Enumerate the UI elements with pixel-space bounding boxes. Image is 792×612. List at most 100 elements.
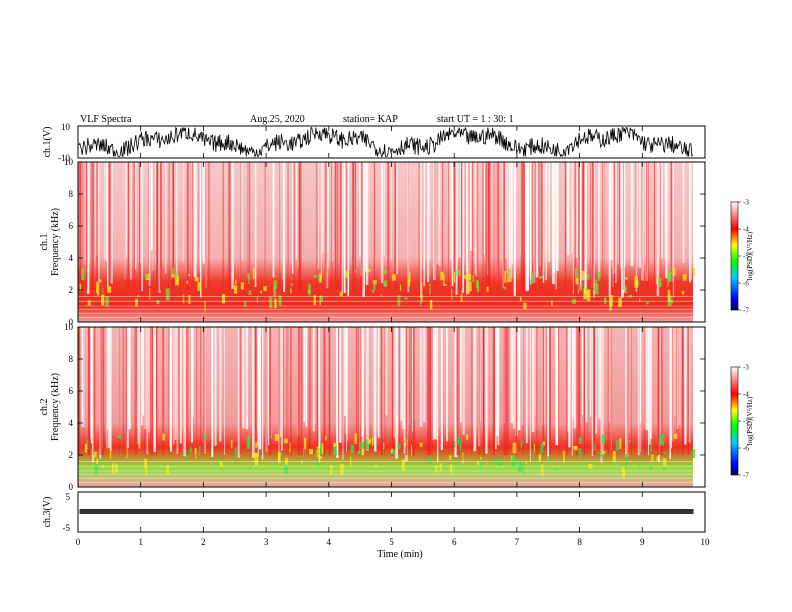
spectrogram-burst (525, 460, 527, 464)
spectrogram-streak (583, 327, 586, 455)
spectrogram-streak (336, 162, 339, 290)
spectrogram-burst (512, 442, 517, 454)
spectrogram-streak (132, 162, 134, 290)
spectrogram-streak (493, 327, 496, 455)
spectrogram-burst (692, 449, 696, 459)
spectrogram-streak (329, 327, 331, 455)
spectrogram-streak (584, 327, 588, 423)
spectrogram-streak (358, 327, 360, 454)
spectrogram-streak (403, 327, 405, 454)
spectrogram-streak (617, 162, 618, 290)
spectrogram-burst (506, 273, 509, 277)
spectrogram-streak (141, 162, 143, 292)
spectrogram-streak (568, 327, 571, 448)
spectrogram-burst (587, 289, 591, 302)
spectrogram-burst (408, 271, 411, 282)
spectrogram-streak (525, 162, 528, 292)
spectrogram-burst (373, 279, 376, 291)
spectrogram-burst (646, 301, 649, 305)
spectrogram-streak (245, 327, 249, 430)
spectrogram-burst (421, 281, 423, 293)
spectrogram-streak (119, 327, 121, 455)
start-time-label: start UT = 1 : 30: 1 (437, 114, 514, 125)
spectrogram-streak (156, 327, 158, 455)
spectrogram-streak (387, 162, 390, 290)
spectrogram-streak (471, 162, 474, 290)
spectrogram-streak (279, 327, 281, 455)
spectrogram-streak (99, 327, 102, 455)
spectrogram-streak (504, 162, 507, 259)
spectrogram-streak (287, 327, 289, 455)
spectrogram-burst (307, 289, 311, 294)
spectrogram-streak (555, 327, 559, 446)
spectrogram-streak (572, 327, 574, 420)
spectrogram-streak (168, 162, 170, 290)
spectrogram-streak (525, 327, 528, 444)
spectrogram-streak (688, 162, 690, 281)
spectrogram-streak (493, 162, 495, 290)
spectrogram-streak (90, 327, 93, 444)
spectrogram-streak (287, 162, 289, 290)
spectrogram-burst (530, 272, 534, 284)
spectrogram-burst (429, 283, 431, 295)
spectrogram-streak (214, 327, 217, 446)
spectrogram-burst (597, 272, 600, 281)
spectrogram-burst (371, 436, 374, 447)
spectrogram-streak (219, 327, 222, 442)
spectrogram-streak (343, 162, 346, 294)
spectrogram-streak (264, 162, 266, 290)
time-tick-label: 3 (264, 537, 269, 547)
spectrogram-burst (175, 271, 177, 281)
spectrogram-burst (221, 294, 226, 304)
spectrogram-burst (247, 273, 250, 279)
spectrogram-burst (443, 274, 445, 286)
spectrogram-streak (177, 327, 180, 455)
spectrogram-burst (252, 268, 255, 280)
spectrogram-streak (687, 327, 689, 455)
freq-tick-label: 4 (69, 253, 74, 263)
spectrogram-burst (330, 465, 333, 475)
spectrogram-streak (320, 162, 322, 279)
ch3-waveform-ylabel: ch.3(V) (42, 497, 53, 528)
spectrogram-streak (286, 327, 288, 455)
spectrogram-streak (183, 327, 187, 457)
spectrogram-streak (571, 162, 573, 254)
spectrogram-streak (248, 162, 251, 290)
colorbar-tick-label: -6 (743, 280, 749, 288)
spectrogram-burst (612, 451, 616, 463)
spectrogram-streak (224, 327, 225, 455)
date-label: Aug.25, 2020 (250, 114, 305, 125)
spectrogram-streak (646, 162, 648, 290)
spectrogram-streak (330, 162, 333, 290)
spectrogram-streak (135, 327, 137, 455)
spectrogram-streak (237, 327, 241, 458)
spectrogram-streak (504, 327, 506, 455)
spectrogram-streak (240, 162, 241, 290)
ch1-waveform-panel: 10 -10 ch.1(V) (42, 122, 706, 163)
spectrogram-burst (450, 464, 453, 474)
spectrogram-streak (158, 162, 161, 293)
spectrogram-streak (617, 162, 619, 265)
spectrogram-streak (380, 327, 383, 455)
spectrogram-streak (587, 327, 589, 455)
spectrogram-streak (387, 162, 389, 290)
spectrogram-streak (423, 162, 426, 287)
spectrogram-burst (246, 436, 251, 449)
spectrogram-burst (189, 447, 192, 454)
spectrogram-streak (419, 327, 423, 427)
spectrogram-streak (201, 162, 203, 290)
spectrogram-streak (670, 327, 673, 449)
spectrogram-burst (290, 288, 292, 294)
spectrogram-streak (342, 327, 344, 460)
spectrogram-streak (176, 327, 179, 454)
spectrogram-burst (600, 454, 604, 457)
spectrogram-burst (145, 464, 148, 476)
spectrogram-streak (295, 162, 298, 260)
spectrogram-streak (280, 327, 284, 451)
spectrogram-burst (234, 279, 237, 285)
spectrogram-streak (316, 327, 318, 455)
spectrogram-streak (454, 327, 457, 447)
spectrogram-streak (656, 162, 660, 296)
spectrogram-burst (317, 456, 322, 460)
spectrogram-burst (497, 458, 502, 467)
